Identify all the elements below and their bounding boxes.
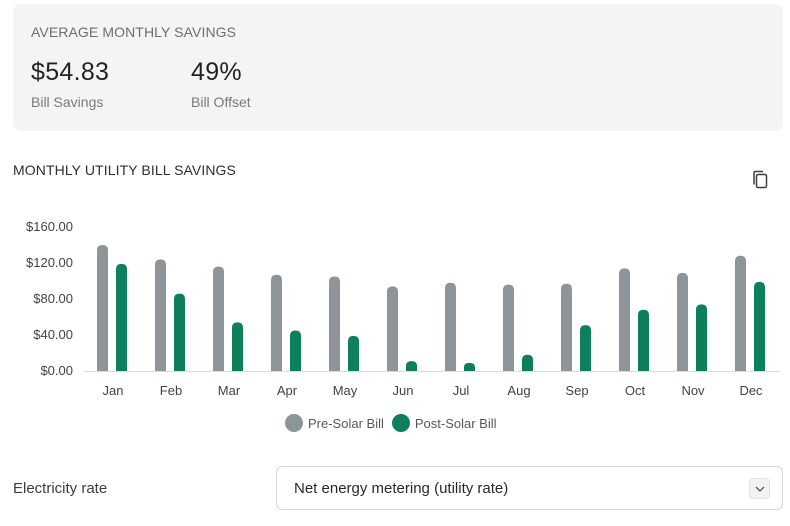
x-tick-label: May [333, 383, 358, 398]
bar-pre-solar [97, 245, 108, 371]
average-savings-card: AVERAGE MONTHLY SAVINGS $54.83 Bill Savi… [13, 4, 783, 131]
x-tick-label: Jul [453, 383, 470, 398]
bar-post-solar [754, 281, 765, 371]
x-tick-label: Jun [393, 383, 414, 398]
legend-item-post-solar[interactable]: Post-Solar Bill [391, 414, 497, 432]
electricity-rate-value: Net energy metering (utility rate) [294, 480, 509, 497]
x-tick-label: Aug [507, 383, 530, 398]
electricity-rate-select[interactable]: Net energy metering (utility rate) [276, 466, 783, 510]
legend-label-pre-solar: Pre-Solar Bill [308, 415, 384, 431]
bill-offset-metric: 49% Bill Offset [191, 58, 251, 110]
x-tick-label: Sep [565, 383, 588, 398]
chart-legend: Pre-Solar Bill Post-Solar Bill [285, 413, 505, 433]
y-tick-label: $40.00 [33, 327, 73, 342]
bar-pre-solar [271, 274, 282, 371]
bill-offset-value: 49% [191, 58, 242, 86]
bar-pre-solar [387, 286, 398, 371]
bar-post-solar [406, 361, 417, 371]
bar-post-solar [348, 335, 359, 371]
x-tick-label: Oct [625, 383, 646, 398]
x-tick-label: Apr [277, 383, 298, 398]
y-tick-label: $80.00 [33, 291, 73, 306]
bar-pre-solar [213, 266, 224, 371]
bar-post-solar [638, 309, 649, 371]
bill-savings-value: $54.83 [31, 58, 110, 86]
x-tick-label: Mar [218, 383, 241, 398]
bar-post-solar [522, 354, 533, 371]
legend-swatch-pre-solar [285, 414, 303, 432]
bar-pre-solar [329, 276, 340, 371]
bar-pre-solar [619, 268, 630, 371]
bar-pre-solar [445, 282, 456, 371]
bar-post-solar [116, 263, 127, 371]
bill-savings-metric: $54.83 Bill Savings [31, 58, 109, 110]
legend-item-pre-solar[interactable]: Pre-Solar Bill [285, 414, 384, 432]
bar-post-solar [232, 322, 243, 371]
chevron-down-icon [749, 478, 770, 499]
copy-icon [753, 170, 768, 189]
bill-offset-label: Bill Offset [191, 94, 251, 110]
electricity-rate-label: Electricity rate [13, 480, 108, 497]
bar-pre-solar [155, 259, 166, 371]
bill-savings-label: Bill Savings [31, 94, 104, 110]
chart-title: MONTHLY UTILITY BILL SAVINGS [13, 162, 236, 178]
bar-post-solar [174, 293, 185, 371]
bar-pre-solar [677, 272, 688, 371]
bar-post-solar [464, 362, 475, 371]
x-tick-label: Nov [681, 383, 705, 398]
bar-post-solar [290, 330, 301, 371]
bar-post-solar [580, 325, 591, 371]
y-tick-label: $120.00 [26, 255, 73, 270]
bar-pre-solar [561, 283, 572, 371]
x-tick-label: Feb [160, 383, 182, 398]
bar-post-solar [696, 304, 707, 371]
savings-bar-chart: $0.00 $40.00 $80.00 $120.00 $160.00 Jan Feb Mar… [26, 219, 780, 398]
y-tick-label: $160.00 [26, 219, 73, 234]
x-tick-label: Dec [739, 383, 763, 398]
legend-label-post-solar: Post-Solar Bill [414, 415, 497, 431]
bar-pre-solar [735, 255, 746, 371]
x-tick-label: Jan [103, 383, 124, 398]
summary-heading: AVERAGE MONTHLY SAVINGS [31, 24, 237, 40]
y-tick-label: $0.00 [40, 363, 73, 378]
legend-swatch-post-solar [391, 414, 410, 432]
bar-pre-solar [503, 284, 514, 371]
copy-button[interactable] [750, 169, 772, 191]
